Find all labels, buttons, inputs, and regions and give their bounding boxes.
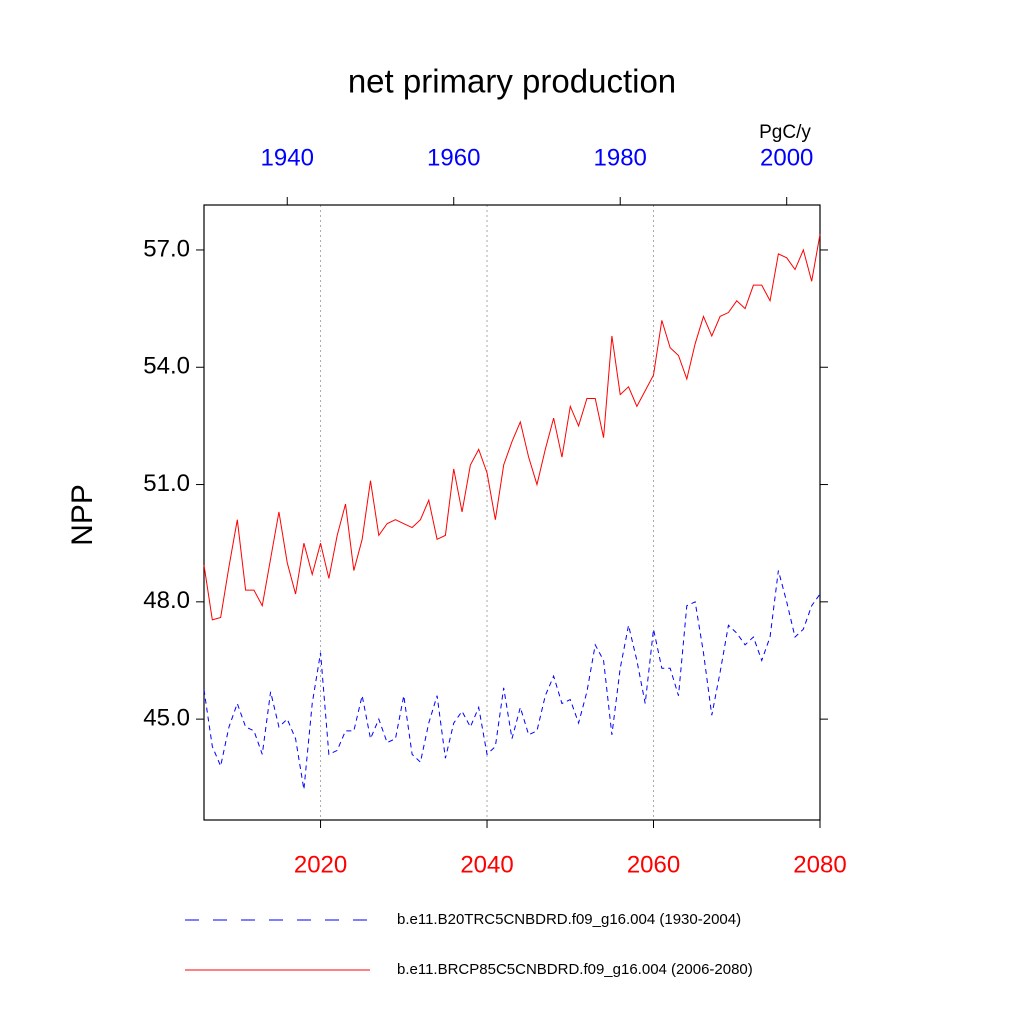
x-tick-label: 2080 <box>793 851 846 878</box>
plot-frame <box>203 204 821 821</box>
y-tick-label: 57.0 <box>143 235 190 262</box>
legend-label: b.e11.BRCP85C5CNBDRD.f09_g16.004 (2006-2… <box>397 961 753 978</box>
x2-tick-label: 2000 <box>760 144 813 171</box>
y-tick-label: 48.0 <box>143 587 190 614</box>
y-axis-label: NPP <box>66 484 99 546</box>
x-tick-label: 2060 <box>627 851 680 878</box>
legend-label: b.e11.B20TRC5CNBDRD.f09_g16.004 (1930-20… <box>397 911 741 928</box>
x-tick-label: 2040 <box>460 851 513 878</box>
series-line <box>203 570 821 790</box>
y-tick-label: 45.0 <box>143 704 190 731</box>
series-line <box>203 234 821 621</box>
chart-title: net primary production <box>348 63 676 100</box>
y-tick-label: 51.0 <box>143 470 190 497</box>
y-tick-label: 54.0 <box>143 353 190 380</box>
x2-tick-label: 1940 <box>261 144 314 171</box>
units-label: PgC/y <box>759 122 811 143</box>
x2-tick-label: 1960 <box>427 144 480 171</box>
x-tick-label: 2020 <box>294 851 347 878</box>
x2-tick-label: 1980 <box>594 144 647 171</box>
